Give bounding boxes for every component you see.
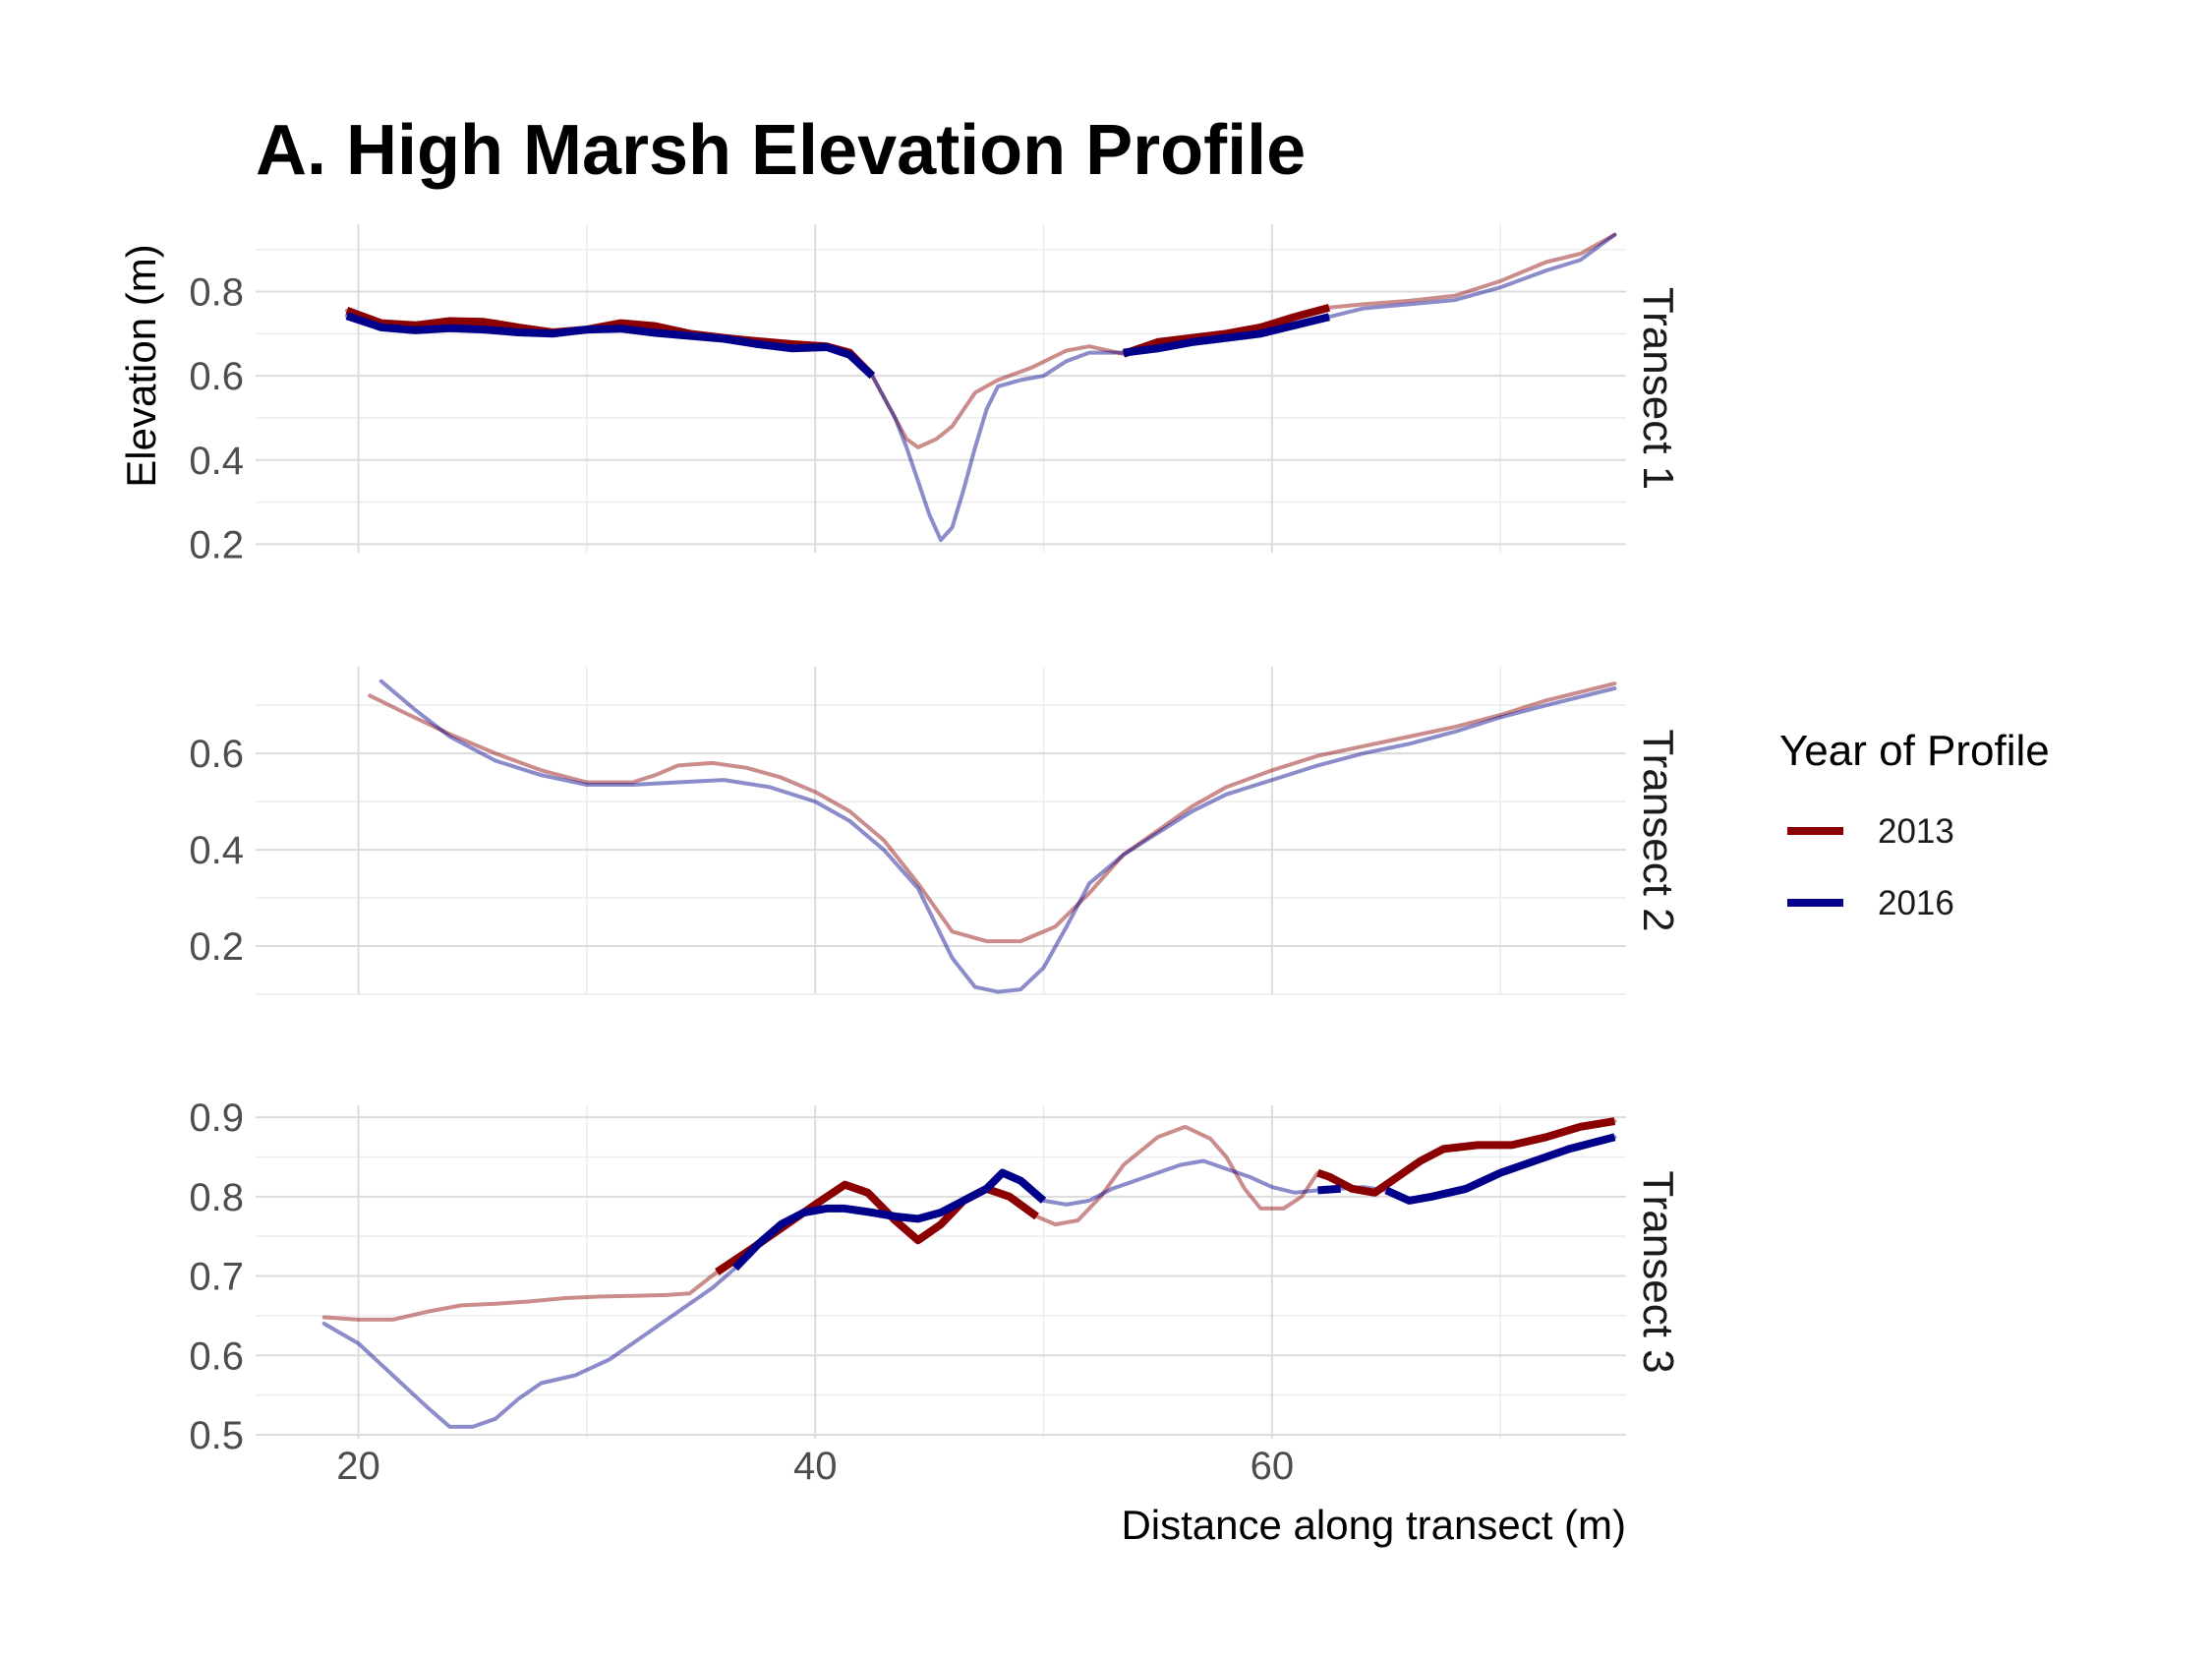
x-tick-label: 60 (1251, 1445, 1295, 1488)
series-highlight-2016 (345, 312, 876, 380)
y-tick-label: 0.4 (189, 440, 244, 483)
strip-label: Transect 2 (1634, 729, 1682, 931)
y-tick-label: 0.2 (189, 523, 244, 566)
y-tick-label: 0.8 (189, 271, 244, 315)
series-highlight-2013 (345, 307, 876, 380)
y-tick-label: 0.7 (189, 1256, 244, 1299)
legend-label-2013: 2013 (1878, 812, 1954, 851)
series-line-2013 (344, 232, 1617, 449)
y-tick-label: 0.6 (189, 733, 244, 776)
series-line-2016 (321, 1135, 1617, 1429)
series-highlight-2013 (1122, 303, 1331, 358)
series-line-2013 (321, 1119, 1617, 1322)
y-axis-title: Elevation (m) (118, 244, 164, 487)
facet-panel-3: 0.5 0.6 0.7 0.8 0.9 Transect 3 (189, 1096, 1682, 1457)
x-axis-title: Distance along transect (m) (1121, 1502, 1626, 1548)
strip-label: Transect 3 (1634, 1170, 1682, 1373)
y-tick-label: 0.4 (189, 829, 244, 872)
y-tick-label: 0.6 (189, 1334, 244, 1378)
y-tick-label: 0.9 (189, 1096, 244, 1140)
series-highlight-2016 (1384, 1133, 1616, 1205)
facet-panel-2: 0.2 0.4 0.6 Transect 2 (189, 667, 1682, 995)
series-highlight-2016 (1123, 313, 1330, 357)
y-tick-label: 0.2 (189, 925, 244, 969)
y-tick-label: 0.8 (189, 1176, 244, 1219)
facet-panels: 0.2 0.4 0.6 0.8 Transect 1 0.2 0.4 0.6 Transect … (189, 224, 1682, 1488)
y-tick-label: 0.5 (189, 1414, 244, 1457)
series-line-2016 (378, 679, 1617, 994)
facet-panel-1: 0.2 0.4 0.6 0.8 Transect 1 (189, 224, 1682, 566)
series-highlight-2016 (732, 1168, 1047, 1272)
x-tick-label: 40 (793, 1445, 838, 1488)
legend-label-2016: 2016 (1878, 884, 1954, 922)
chart-title: A. High Marsh Elevation Profile (256, 111, 1307, 190)
x-tick-label: 20 (336, 1445, 380, 1488)
series-highlight-2013 (715, 1180, 1039, 1275)
series-highlight-2016 (1317, 1184, 1341, 1195)
strip-label: Transect 1 (1634, 287, 1682, 490)
series-highlight-2013 (1316, 1117, 1616, 1197)
y-tick-label: 0.6 (189, 355, 244, 398)
legend-title: Year of Profile (1779, 727, 2050, 775)
legend: Year of Profile 2013 2016 (1779, 727, 2050, 922)
series-line-2013 (368, 681, 1617, 944)
